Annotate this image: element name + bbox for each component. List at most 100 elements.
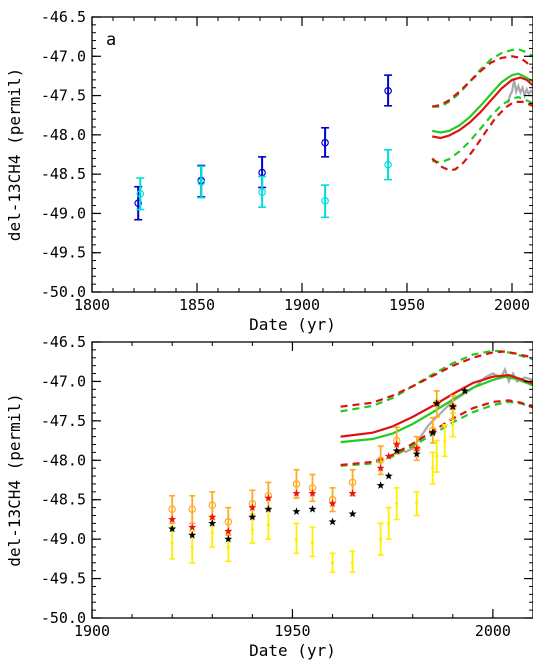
star-point-0-12	[392, 440, 401, 448]
data-point-1-2	[208, 501, 217, 510]
data-point-1-4	[384, 160, 392, 169]
y-tick-label: -47.5	[41, 412, 86, 430]
plot-area	[134, 48, 533, 221]
x-tick-label: 1950	[274, 622, 310, 640]
data-point-0-16	[443, 438, 447, 443]
data-point-0-3	[321, 138, 329, 147]
star-point-1-15	[432, 399, 441, 407]
star-point-1-1	[188, 531, 197, 539]
data-point-0-7	[310, 541, 315, 545]
y-tick-label: -48.0	[41, 126, 86, 144]
star-point-1-2	[208, 519, 217, 527]
y-tick-label: -47.5	[41, 87, 86, 105]
data-point-1-6	[292, 480, 301, 488]
axes-frame	[91, 341, 533, 619]
star-point-1-13	[412, 449, 421, 458]
star-point-0-10	[376, 464, 385, 472]
star-point-1-8	[328, 517, 337, 526]
star-point-1-16	[448, 402, 457, 411]
data-point-1-2	[258, 188, 266, 197]
model-curve-3	[431, 76, 533, 140]
star-point-0-9	[348, 489, 357, 497]
data-point-0-12	[395, 502, 399, 506]
grey-record-line	[506, 79, 533, 104]
star-point-0-4	[248, 503, 257, 511]
star-point-0-6	[292, 489, 301, 497]
envelope-curve-4	[340, 350, 533, 408]
data-point-1-1	[197, 178, 206, 186]
data-point-1-3	[321, 197, 329, 205]
y-axis-title: del-13CH4 (permil)	[5, 68, 24, 241]
y-tick-label: -47.0	[41, 372, 86, 390]
data-point-0-17	[451, 423, 455, 427]
envelope-curve-2	[431, 95, 533, 164]
y-tick-label: -48.5	[41, 491, 86, 509]
star-point-1-6	[292, 507, 301, 515]
star-point-0-7	[308, 489, 317, 497]
data-point-1-1	[188, 505, 197, 513]
star-point-1-5	[264, 505, 273, 513]
y-tick-label: -49.5	[41, 244, 86, 262]
data-point-1-9	[348, 478, 357, 487]
y-tick-label: -50.0	[41, 609, 86, 627]
panel-b: -50.0 -49.5 -49.0 -48.5 -48.0 -47.5 -47.0 -46.5…	[5, 333, 533, 660]
star-point-0-11	[384, 452, 393, 460]
data-point-0-4	[384, 87, 392, 95]
data-point-0-9	[350, 561, 355, 565]
data-point-1-0	[136, 189, 145, 198]
star-point-1-17	[460, 386, 469, 395]
star-point-1-3	[224, 534, 233, 543]
y-tick-label: -47.0	[41, 47, 86, 65]
data-point-0-14	[431, 466, 435, 470]
x-tick-label: 1800	[74, 296, 110, 314]
data-point-0-13	[415, 502, 419, 506]
data-point-0-0	[170, 541, 174, 545]
envelope-curve-5	[431, 100, 533, 172]
x-tick-label: 1950	[389, 296, 425, 314]
star-point-1-9	[348, 509, 357, 518]
y-tick-label: -49.5	[41, 570, 86, 588]
data-point-0-0	[134, 199, 143, 208]
star-point-1-7	[308, 505, 317, 513]
plot-area	[168, 349, 533, 574]
y-tick-label: -46.5	[41, 8, 86, 26]
envelope-curve-4	[431, 55, 533, 108]
star-point-0-0	[168, 515, 177, 523]
data-point-0-6	[294, 537, 299, 541]
star-point-0-3	[224, 527, 233, 535]
y-axis-title: del-13CH4 (permil)	[5, 393, 24, 566]
star-point-1-4	[248, 512, 257, 521]
data-point-0-11	[387, 521, 391, 525]
x-tick-label: 1900	[284, 296, 320, 314]
model-curve-0	[431, 72, 533, 134]
star-point-1-12	[392, 446, 401, 455]
star-point-1-11	[384, 471, 393, 480]
data-point-0-4	[250, 528, 254, 532]
axes-frame	[91, 16, 533, 293]
y-tick-label: -48.5	[41, 165, 86, 183]
star-point-0-2	[208, 512, 217, 521]
data-point-1-0	[168, 505, 176, 513]
data-point-0-5	[266, 523, 270, 527]
star-point-1-14	[428, 428, 437, 437]
data-point-0-2	[210, 531, 214, 535]
y-tick-label: -50.0	[41, 283, 86, 301]
data-point-0-1	[190, 545, 194, 549]
star-point-0-5	[264, 493, 273, 502]
x-tick-label: 2000	[475, 622, 511, 640]
envelope-curve-1	[340, 349, 533, 413]
star-point-0-8	[328, 499, 337, 508]
x-tick-label: 1850	[179, 296, 215, 314]
x-tick-label: 1900	[74, 622, 110, 640]
panel-label: a	[106, 30, 116, 50]
y-tick-label: -49.0	[41, 204, 86, 222]
data-point-0-15	[435, 454, 439, 458]
y-tick-label: -46.5	[41, 333, 86, 351]
x-tick-label: 2000	[494, 296, 530, 314]
y-tick-label: -48.0	[41, 451, 86, 469]
data-point-0-3	[226, 545, 230, 549]
star-point-1-10	[376, 481, 385, 489]
star-point-0-1	[188, 523, 197, 531]
